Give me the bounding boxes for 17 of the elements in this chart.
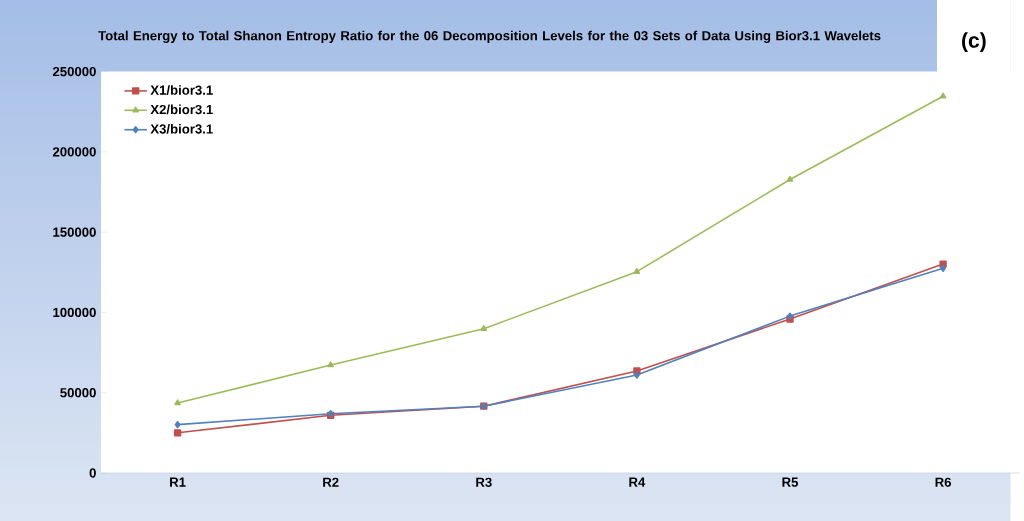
legend-label: X1/bior3.1 (150, 85, 213, 95)
x-tick-label: R2 (323, 477, 339, 487)
text: (c) (962, 32, 986, 52)
x-tick-label: R3 (476, 477, 492, 487)
y-tick-label: 100000 (53, 307, 96, 318)
x-tick-label: R5 (782, 477, 799, 487)
legend-label: X2/bior3.1 (150, 104, 213, 115)
x-tick-label: R1 (170, 477, 186, 487)
y-tick-label: 0 (89, 468, 96, 478)
legend-label: X3/bior3.1 (150, 123, 213, 134)
y-tick-label: 50000 (60, 387, 96, 398)
y-tick-label: 200000 (52, 147, 96, 157)
y-tick-label: 250000 (52, 66, 96, 77)
x-tick-label: R6 (935, 477, 952, 487)
y-tick-label: 150000 (53, 227, 96, 237)
x-tick-label: R4 (629, 477, 646, 487)
chart-title: Total Energy to Total Shanon Entropy Ratio for the 06 Decomposition Levels for the 03 Sets of Data Using Bior3.1 Wavelets (98, 30, 881, 43)
